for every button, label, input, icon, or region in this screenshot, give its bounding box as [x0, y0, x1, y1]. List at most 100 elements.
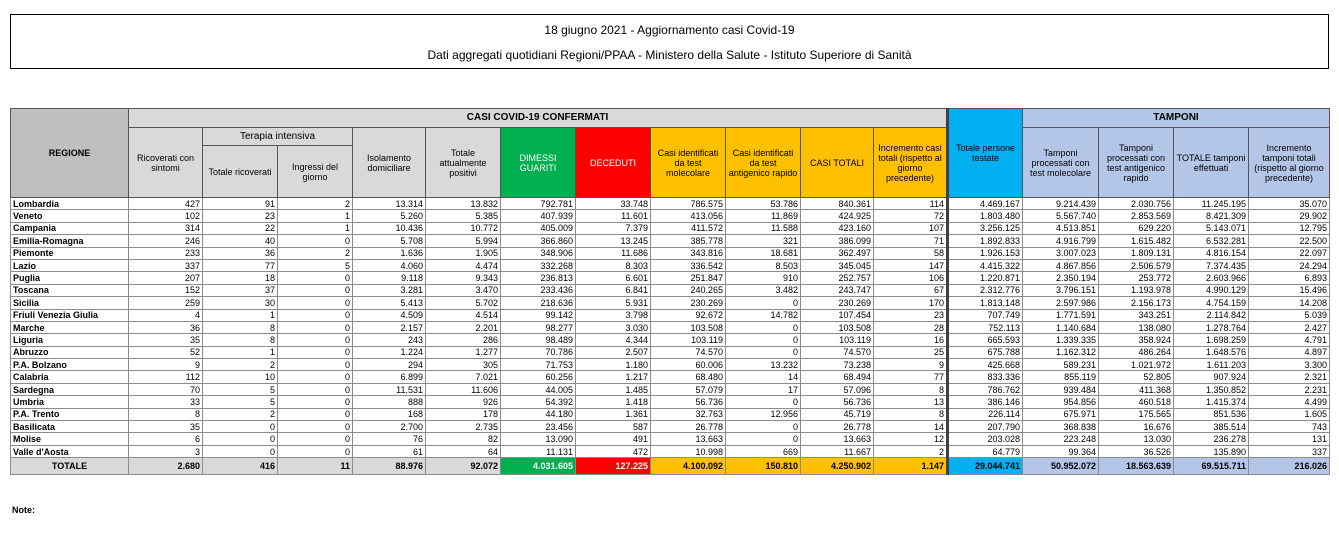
value-cell: 28 — [872, 320, 950, 335]
value-cell: 127.225 — [575, 457, 651, 476]
value-cell: 236.813 — [500, 271, 576, 285]
value-cell: 3.007.023 — [1022, 246, 1100, 260]
value-cell: 233.436 — [500, 283, 576, 298]
value-cell: 0 — [202, 444, 278, 459]
value-cell: 587 — [575, 420, 651, 434]
region-cell: Lombardia — [10, 196, 129, 211]
value-cell: 385.778 — [650, 234, 726, 248]
value-cell: 1.892.833 — [947, 234, 1024, 248]
value-cell: 2 — [277, 246, 353, 260]
value-cell: 33 — [128, 395, 203, 409]
value-cell: 1.162.312 — [1022, 345, 1100, 360]
value-cell: 411.572 — [650, 221, 726, 236]
value-cell: 9.214.439 — [1022, 196, 1100, 211]
table-row: Umbria 33 5 0 888 926 54.392 1.418 56.736 0 56.736… — [10, 395, 1331, 409]
value-cell: 675.788 — [947, 345, 1024, 360]
value-cell: 629.220 — [1098, 221, 1175, 236]
value-cell: 1.615.482 — [1098, 234, 1175, 248]
value-cell: 14 — [725, 370, 801, 384]
value-cell: 5.385 — [425, 209, 501, 223]
value-cell: 10.436 — [352, 221, 426, 236]
value-cell: 57.096 — [800, 382, 874, 397]
table-row: Marche 36 8 0 2.157 2.201 98.277 3.030 103.508 0 1… — [10, 320, 1331, 335]
value-cell: 337 — [128, 258, 203, 273]
column-header: CASI TOTALI — [800, 127, 874, 198]
value-cell: 4.060 — [352, 258, 426, 273]
value-cell: 4.791 — [1248, 333, 1331, 347]
value-cell: 0 — [277, 283, 353, 298]
value-cell: 32.763 — [650, 407, 726, 422]
value-cell: 13.245 — [575, 234, 651, 248]
value-cell: 246 — [128, 234, 203, 248]
value-cell: 0 — [277, 358, 353, 372]
value-cell: 77 — [202, 258, 278, 273]
value-cell: 72 — [872, 209, 950, 223]
value-cell: 286 — [425, 333, 501, 347]
value-cell: 70.786 — [500, 345, 576, 360]
value-cell: 385.514 — [1173, 420, 1250, 434]
value-cell: 178 — [425, 407, 501, 422]
value-cell: 0 — [277, 444, 353, 459]
value-cell: 98.277 — [500, 320, 576, 335]
value-cell: 743 — [1248, 420, 1331, 434]
value-cell: 833.336 — [947, 370, 1024, 384]
value-cell: 91 — [202, 196, 278, 211]
value-cell: 40 — [202, 234, 278, 248]
value-cell: 57.079 — [650, 382, 726, 397]
value-cell: 14 — [872, 420, 950, 434]
region-cell: Umbria — [10, 395, 129, 409]
value-cell: 13.090 — [500, 432, 576, 446]
region-cell: Toscana — [10, 283, 129, 298]
value-cell: 5.413 — [352, 296, 426, 310]
value-cell: 13.030 — [1098, 432, 1175, 446]
value-cell: 1.418 — [575, 395, 651, 409]
value-cell: 5.994 — [425, 234, 501, 248]
value-cell: 1.278.764 — [1173, 320, 1250, 335]
value-cell: 0 — [277, 308, 353, 322]
value-cell: 102 — [128, 209, 203, 223]
value-cell: 3.470 — [425, 283, 501, 298]
subtitle: Dati aggregati quotidiani Regioni/PPAA -… — [427, 48, 912, 62]
region-cell: Piemonte — [10, 246, 129, 260]
value-cell: 1.193.978 — [1098, 283, 1175, 298]
value-cell: 7.374.435 — [1173, 258, 1250, 273]
value-cell: 2.680 — [128, 457, 203, 476]
value-cell: 4.499 — [1248, 395, 1331, 409]
value-cell: 8.303 — [575, 258, 651, 273]
value-cell: 175.565 — [1098, 407, 1175, 422]
table-row: Lazio 337 77 5 4.060 4.474 332.268 8.303 336.542… — [10, 258, 1331, 273]
value-cell: 99.142 — [500, 308, 576, 322]
value-cell: 358.924 — [1098, 333, 1175, 347]
value-cell: 855.119 — [1022, 370, 1100, 384]
value-cell: 337 — [1248, 444, 1331, 459]
table-row: Liguria 35 8 0 243 286 98.489 4.344 103.119 0 103.… — [10, 333, 1331, 347]
value-cell: 0 — [725, 420, 801, 434]
value-cell: 332.268 — [500, 258, 576, 273]
value-cell: 150.810 — [725, 457, 801, 476]
value-cell: 1.277 — [425, 345, 501, 360]
value-cell: 6.532.281 — [1173, 234, 1250, 248]
value-cell: 2.427 — [1248, 320, 1331, 335]
table-row: Valle d'Aosta 3 0 0 61 64 11.131 472 10.998 669 11… — [10, 444, 1331, 459]
value-cell: 251.847 — [650, 271, 726, 285]
value-cell: 35 — [128, 333, 203, 347]
value-cell: 3.281 — [352, 283, 426, 298]
value-cell: 407.939 — [500, 209, 576, 223]
value-cell: 233 — [128, 246, 203, 260]
value-cell: 786.575 — [650, 196, 726, 211]
value-cell: 368.838 — [1022, 420, 1100, 434]
value-cell: 216.026 — [1248, 457, 1331, 476]
value-cell: 2.201 — [425, 320, 501, 335]
value-cell: 926 — [425, 395, 501, 409]
value-cell: 1.147 — [872, 457, 950, 476]
value-cell: 54.392 — [500, 395, 576, 409]
value-cell: 5.260 — [352, 209, 426, 223]
value-cell: 22.097 — [1248, 246, 1331, 260]
column-header: TOTALE tamponi effettuati — [1173, 127, 1250, 198]
column-header: Ingressi del giorno — [277, 145, 353, 198]
value-cell: 2.350.194 — [1022, 271, 1100, 285]
value-cell: 907.924 — [1173, 370, 1250, 384]
value-cell: 35 — [128, 420, 203, 434]
value-cell: 14.782 — [725, 308, 801, 322]
value-cell: 486.264 — [1098, 345, 1175, 360]
